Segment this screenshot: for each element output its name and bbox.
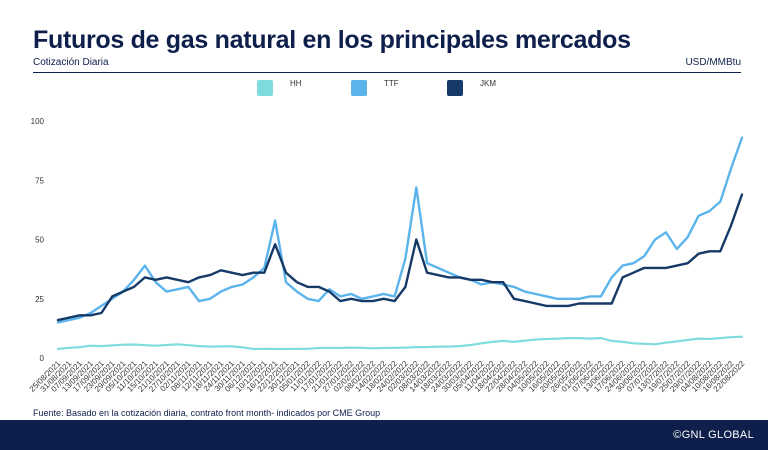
series-line-jkm: [56, 193, 744, 322]
y-tick-label: 50: [35, 236, 44, 245]
y-tick-label: 0: [40, 354, 45, 363]
chart-title: Futuros de gas natural en los principale…: [33, 26, 631, 54]
header-divider: [33, 72, 741, 73]
legend-label-ttf: TTF: [384, 79, 399, 88]
units-label: USD/MMBtu: [685, 57, 741, 68]
brand-label: ©GNL GLOBAL: [673, 429, 754, 441]
y-tick-label: 25: [35, 295, 44, 304]
y-tick-label: 100: [31, 117, 45, 126]
footer-bar: ©GNL GLOBAL: [0, 420, 768, 450]
legend-swatch-jkm: [447, 80, 463, 96]
source-note: Fuente: Basado en la cotización diaria, …: [33, 408, 381, 418]
legend-label-hh: HH: [290, 79, 302, 88]
legend-label-jkm: JKM: [480, 79, 496, 88]
series-line-hh: [56, 335, 744, 351]
gas-futures-chart: 025507510025/08/202131/08/202107/09/2021…: [28, 79, 747, 394]
series-line-ttf: [56, 136, 744, 324]
legend-swatch-hh: [257, 80, 273, 96]
legend-swatch-ttf: [351, 80, 367, 96]
y-tick-label: 75: [35, 176, 44, 185]
chart-subtitle: Cotización Diaria: [33, 57, 109, 68]
